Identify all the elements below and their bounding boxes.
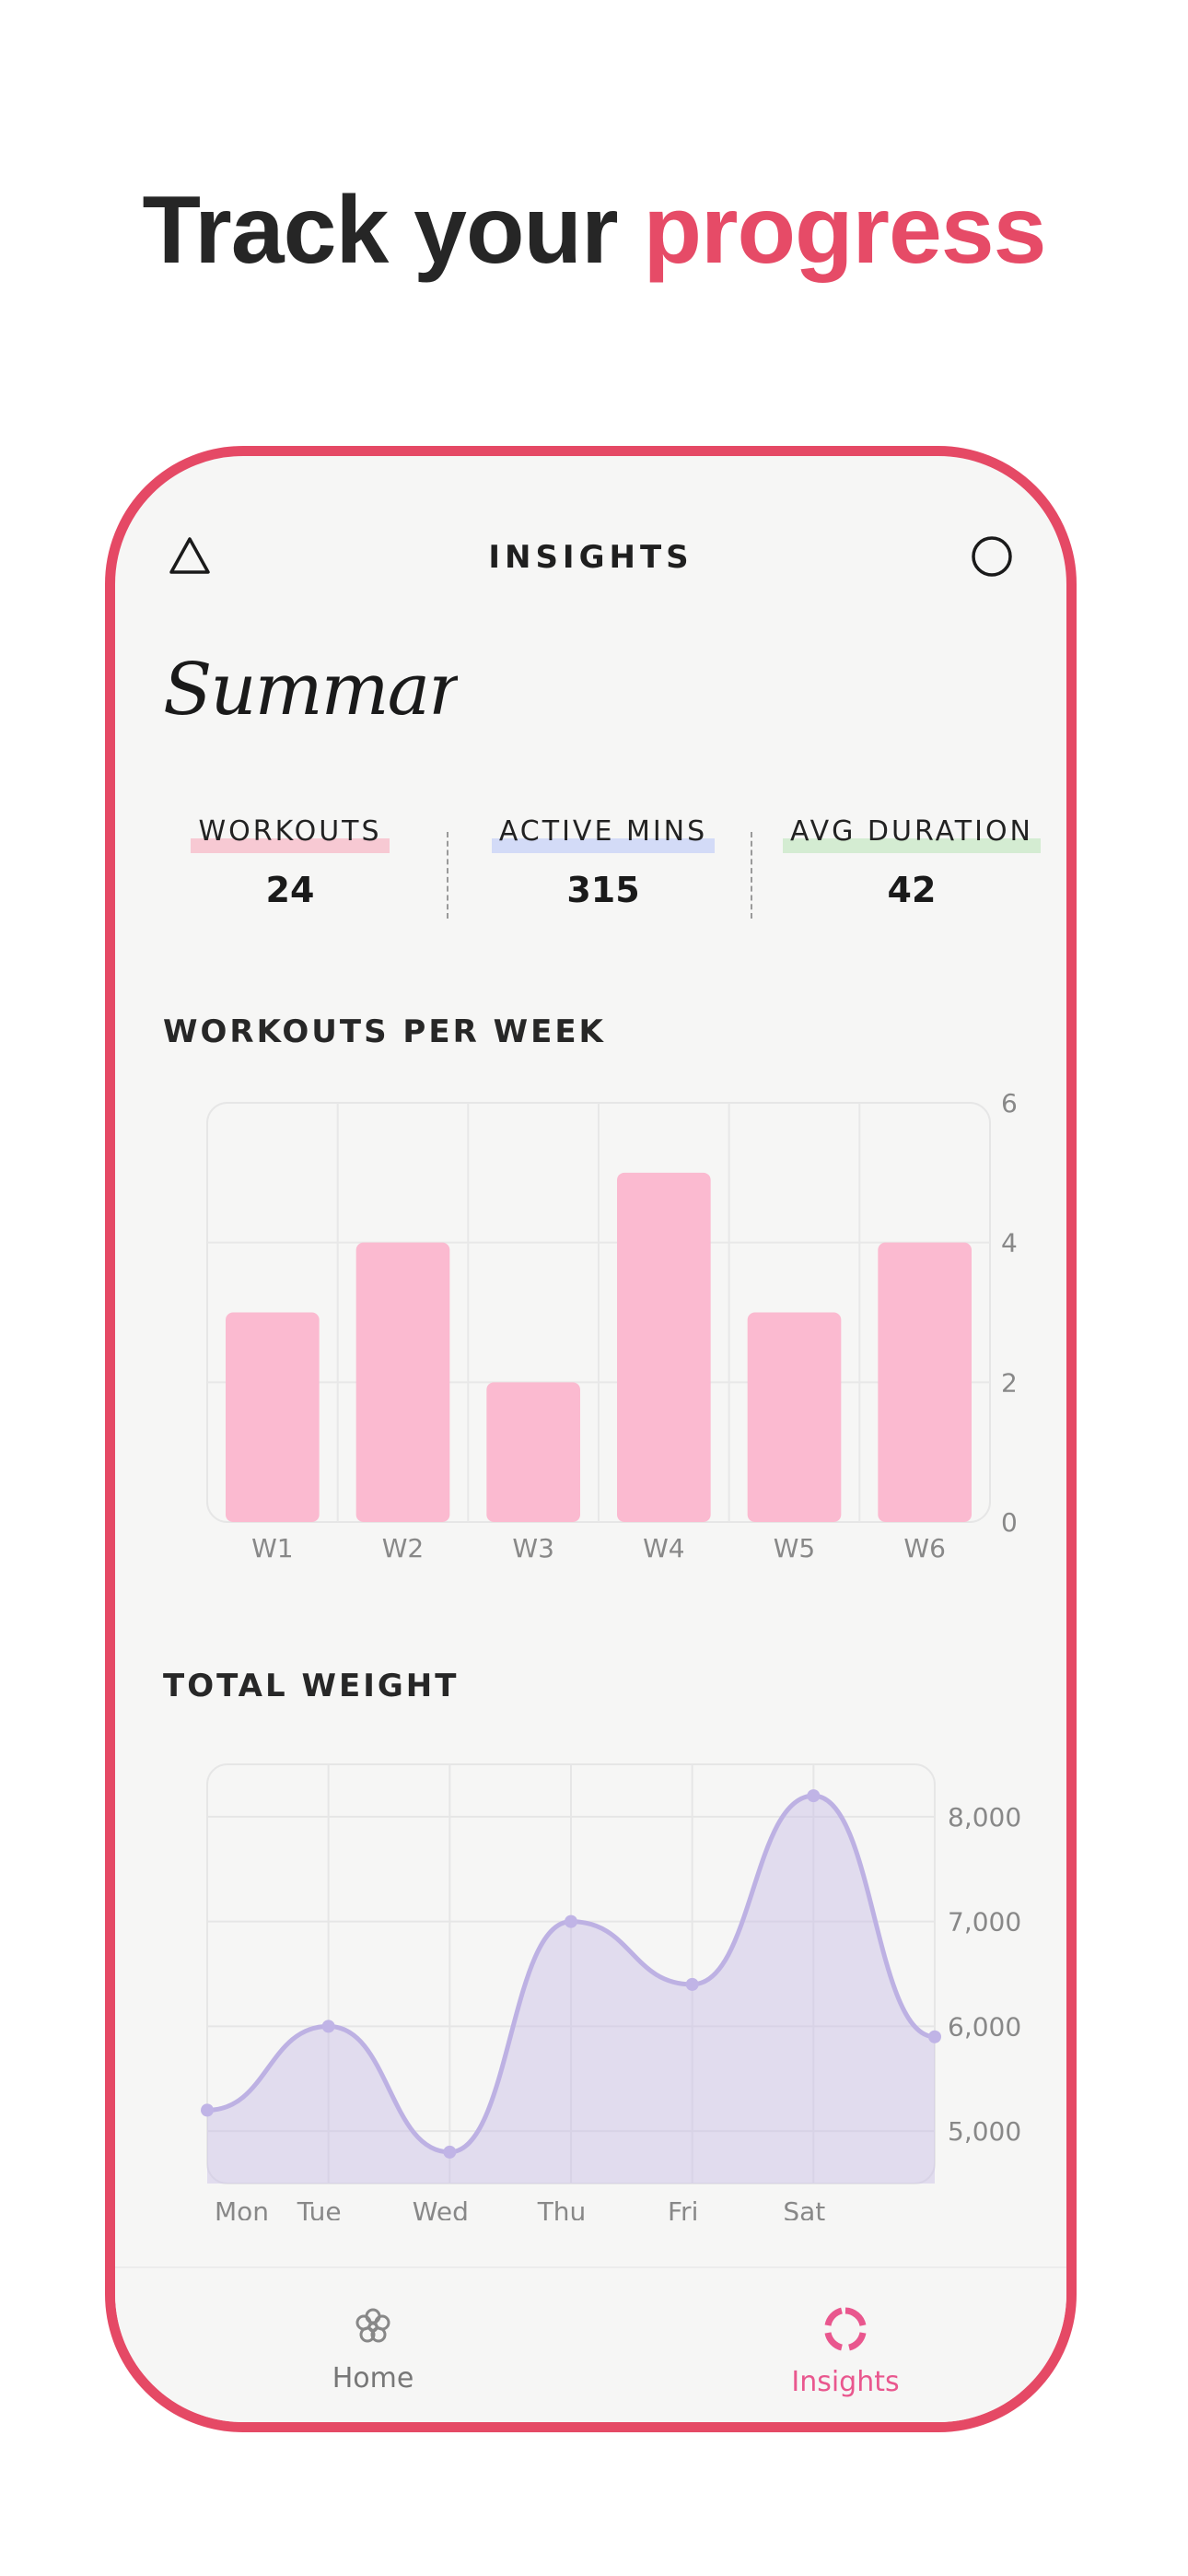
y-tick-label: 5,000 — [948, 2116, 1021, 2147]
stat-value-active-mins: 315 — [566, 870, 640, 910]
summary-title-text: Summary — [163, 649, 458, 732]
tab-bar: Home Insights — [115, 2266, 1066, 2422]
triangle-icon[interactable] — [167, 533, 213, 580]
stat-label-workouts: WORKOUTS — [191, 815, 390, 853]
bar — [486, 1382, 580, 1522]
x-tick-label: W4 — [643, 1533, 685, 1563]
tab-home-label: Home — [332, 2362, 414, 2395]
flower-icon — [355, 2308, 390, 2343]
data-point — [321, 2020, 335, 2033]
x-tick-label: Tue — [297, 2196, 342, 2220]
workouts-bar-chart-svg: 0 2 4 6 W1 W2 W3 W4 W5 W6 — [206, 1092, 1018, 1563]
summary-title: Summary — [163, 649, 458, 732]
stat-label-avg-duration: AVG DURATION — [782, 815, 1042, 853]
y-tick-label: 6,000 — [948, 2011, 1021, 2042]
workouts-section-title: WORKOUTS PER WEEK — [163, 1013, 606, 1050]
data-point — [928, 2030, 941, 2043]
x-tick-label: W2 — [382, 1533, 425, 1563]
tab-insights[interactable]: Insights — [707, 2305, 984, 2398]
bar — [747, 1312, 842, 1522]
tab-insights-label: Insights — [791, 2366, 900, 2398]
x-tick-label: Fri — [668, 2196, 698, 2220]
weight-chart: 5,000 6,000 7,000 8,000 Mon Tue Wed Thu Fri Sat — [189, 1751, 1054, 2220]
stat-workouts: WORKOUTS 24 — [152, 815, 428, 910]
data-point — [201, 2103, 214, 2117]
y-tick-label: 7,000 — [948, 1907, 1021, 1938]
y-tick-label: 6 — [1001, 1092, 1018, 1118]
stat-divider — [751, 832, 752, 919]
x-tick-label: Wed — [413, 2196, 469, 2220]
headline: Track your progress — [0, 166, 1188, 295]
stat-divider — [447, 832, 448, 919]
x-tick-label: W6 — [903, 1533, 946, 1563]
stat-active-mins: ACTIVE MINS 315 — [451, 815, 755, 910]
data-point — [443, 2145, 457, 2159]
tab-home[interactable]: Home — [235, 2305, 511, 2395]
weight-area-chart-svg: 5,000 6,000 7,000 8,000 Mon Tue Wed Thu Fri Sat — [201, 1763, 1021, 2220]
nav-title: INSIGHTS — [488, 539, 693, 576]
stat-label-active-mins: ACTIVE MINS — [491, 815, 716, 853]
y-tick-label: 2 — [1001, 1367, 1018, 1398]
data-point — [565, 1914, 577, 1928]
y-tick-label: 4 — [1001, 1228, 1018, 1259]
x-tick-label: Mon — [215, 2196, 269, 2220]
stat-avg-duration: AVG DURATION 42 — [760, 815, 1064, 910]
workouts-chart: 0 2 4 6 W1 W2 W3 W4 W5 W6 — [189, 1092, 1054, 1580]
y-tick-label: 8,000 — [948, 1802, 1021, 1832]
x-tick-label: W1 — [251, 1533, 294, 1563]
phone-frame: INSIGHTS Summary WORKOUTS 24 ACTIVE MINS… — [105, 446, 1077, 2432]
x-tick-label: Sat — [783, 2196, 825, 2220]
data-point — [807, 1789, 821, 1803]
weight-section-title: TOTAL WEIGHT — [163, 1668, 460, 1704]
circle-icon[interactable] — [969, 533, 1015, 580]
stat-value-workouts: 24 — [265, 870, 315, 910]
ring-icon — [824, 2307, 867, 2351]
bar — [226, 1312, 320, 1522]
bar — [878, 1242, 972, 1522]
headline-part1: Track your — [142, 177, 644, 284]
y-tick-label: 0 — [1001, 1507, 1018, 1538]
stat-value-avg-duration: 42 — [887, 870, 937, 910]
bar — [355, 1242, 450, 1522]
x-tick-label: Thu — [537, 2196, 587, 2220]
bar — [617, 1172, 711, 1522]
x-tick-label: W5 — [774, 1533, 816, 1563]
data-point — [685, 1977, 699, 1991]
x-tick-label: W3 — [512, 1533, 554, 1563]
headline-accent: progress — [643, 177, 1046, 284]
